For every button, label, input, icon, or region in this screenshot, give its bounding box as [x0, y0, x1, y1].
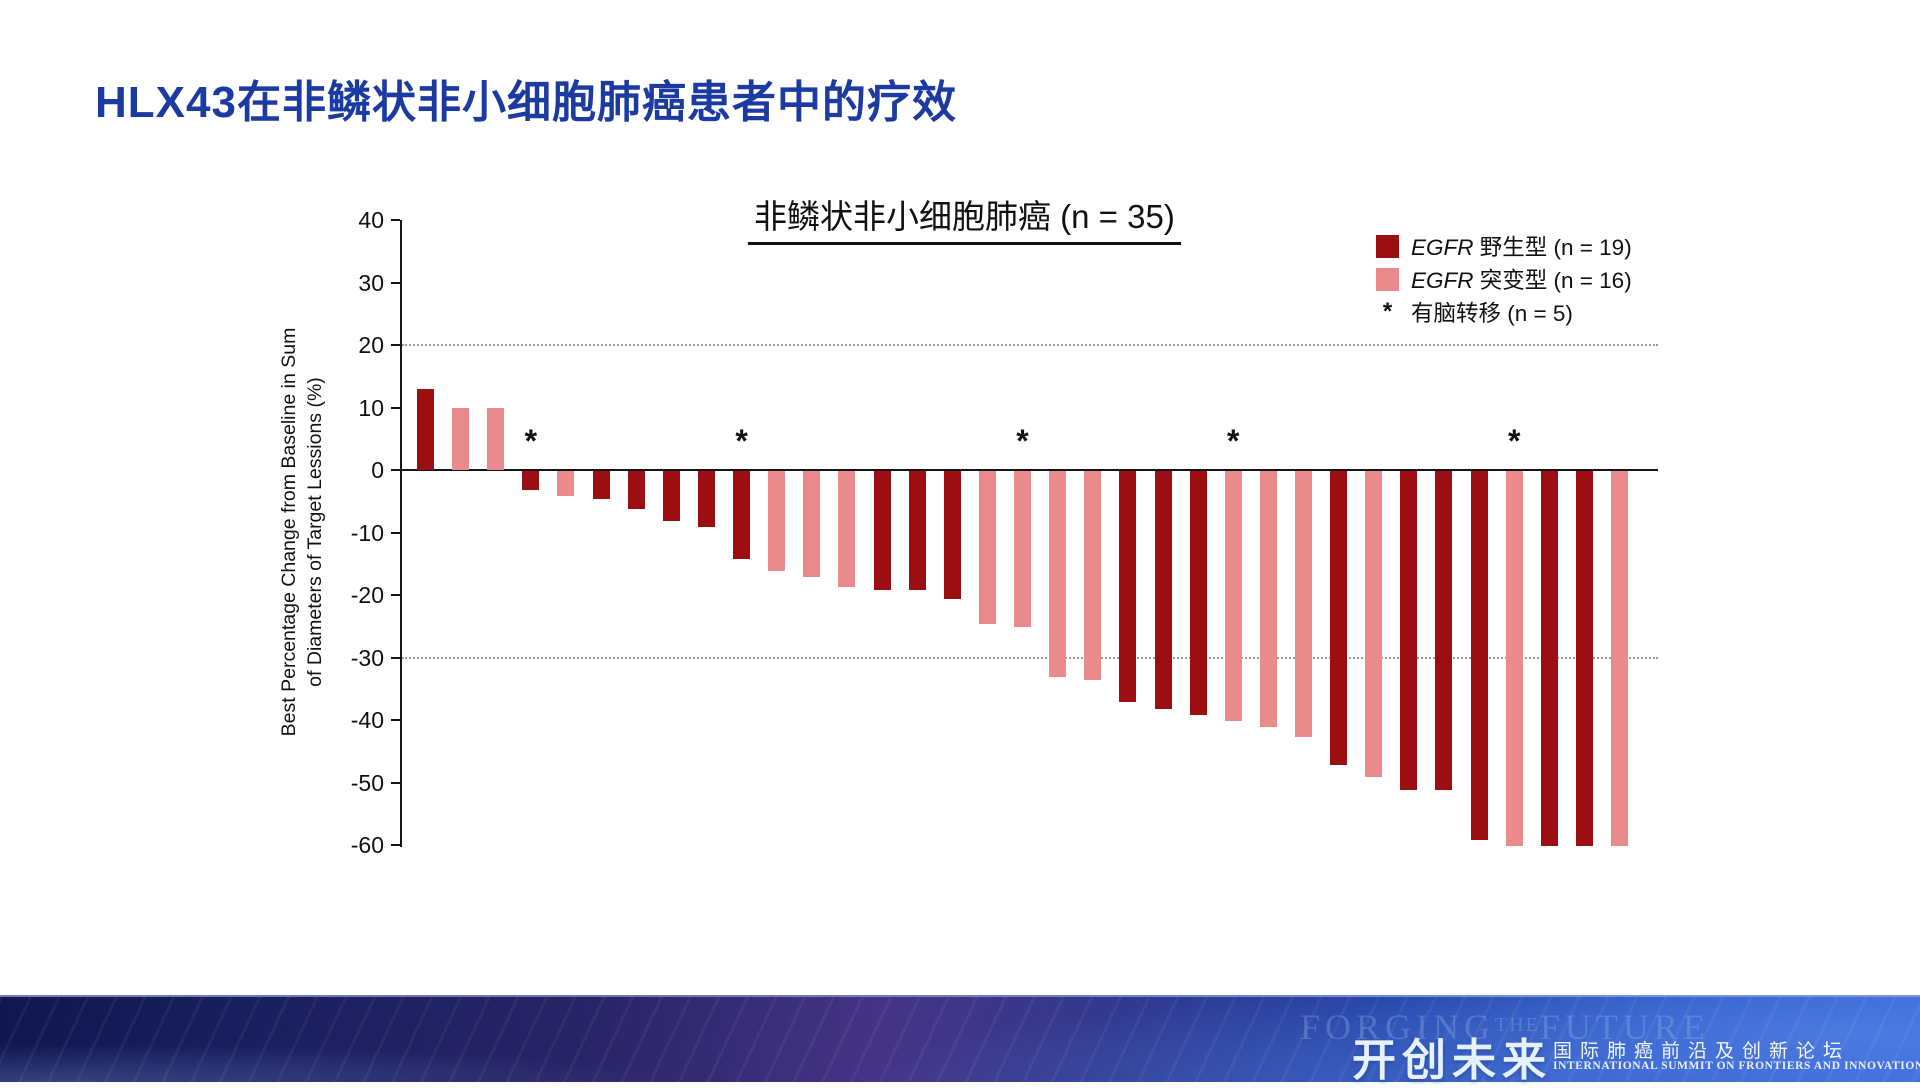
bar-egfr-mutant: [768, 471, 786, 571]
legend-label-rest: 野生型 (n = 19): [1473, 235, 1632, 260]
y-tick-mark: [391, 406, 400, 409]
y-tick-label--60: -60: [350, 832, 384, 858]
brain-met-asterisk: *: [1227, 423, 1240, 459]
chart-title: 非鳞状非小细胞肺癌 (n = 35): [748, 190, 1181, 245]
y-tick-mark: [391, 344, 400, 346]
bar-egfr-wildtype: [697, 471, 715, 528]
bar-egfr-wildtype: [522, 471, 540, 490]
bar-egfr-wildtype: [1470, 471, 1488, 840]
bar-egfr-wildtype: [733, 471, 751, 559]
bar-egfr-wildtype: [627, 471, 645, 509]
slide-title: HLX43在非鳞状非小细胞肺癌患者中的疗效: [95, 78, 957, 127]
footer-watermark: FORGINGTHEFUTURE: [1300, 1007, 1710, 1047]
y-axis-label-line2: of Diameters of Target Lessions (%): [304, 377, 326, 687]
bar-egfr-mutant: [1365, 471, 1383, 778]
bar-egfr-mutant: [557, 471, 575, 496]
bar-egfr-mutant: [452, 407, 470, 470]
forum-subtitle-chinese: 国际肺癌前沿及创新论坛: [1553, 1041, 1851, 1062]
legend-swatch-wildtype: [1376, 234, 1399, 258]
bar-egfr-mutant: [978, 471, 996, 625]
y-axis-label: Best Percentage Change from Baseline in …: [276, 172, 328, 892]
y-tick-label-10: 10: [358, 394, 384, 421]
brain-met-asterisk: *: [1507, 423, 1521, 459]
zero-baseline: [402, 469, 1658, 471]
legend-label-wildtype: EGFR 野生型 (n = 19): [1411, 230, 1632, 262]
brain-met-asterisk: *: [524, 423, 538, 459]
footer-texture: [0, 997, 1920, 1082]
y-tick-mark: [391, 719, 400, 721]
y-tick-label--20: -20: [350, 582, 384, 608]
legend-label-mutant: EGFR 突变型 (n = 16): [1411, 263, 1632, 295]
bar-egfr-wildtype: [943, 471, 961, 600]
y-tick-mark: [391, 531, 400, 534]
bar-egfr-wildtype: [1540, 471, 1558, 846]
bar-egfr-mutant: [1224, 471, 1242, 721]
y-tick-mark: [391, 656, 400, 659]
y-tick-mark: [391, 781, 400, 784]
legend-label-rest: 突变型 (n = 16): [1473, 268, 1632, 293]
bar-egfr-wildtype: [1154, 471, 1172, 709]
bar-egfr-mutant: [838, 471, 856, 587]
bar-egfr-wildtype: [1330, 471, 1348, 765]
bar-egfr-wildtype: [592, 471, 610, 500]
bar-egfr-wildtype: [1400, 471, 1418, 790]
y-tick-mark: [391, 844, 400, 846]
legend-gene-italic: EGFR: [1411, 235, 1474, 260]
legend-item-egfr-wildtype: EGFR 野生型 (n = 19): [1376, 234, 1632, 260]
y-tick-label--10: -10: [350, 519, 384, 546]
legend-item-egfr-mutant: EGFR 突变型 (n = 16): [1376, 267, 1632, 293]
asterisk-icon: *: [1382, 298, 1393, 325]
bar-egfr-wildtype: [417, 388, 434, 470]
y-tick-mark: [391, 594, 400, 596]
bar-egfr-wildtype: [1435, 471, 1453, 790]
y-tick-label-30: 30: [358, 269, 384, 296]
bar-egfr-mutant: [1295, 471, 1312, 737]
y-tick-mark: [391, 469, 400, 471]
legend-swatch-mutant: [1376, 267, 1399, 291]
y-tick-label-0: 0: [371, 457, 384, 483]
waterfall-plot-area: 40 30 20 10 0 -10 -20 -30 -40 -50 -60 * * * * *: [351, 207, 1658, 858]
bar-egfr-mutant: [1259, 471, 1277, 728]
bar-egfr-wildtype: [873, 471, 891, 590]
legend-label-brain-met: 有脑转移 (n = 5): [1411, 301, 1573, 326]
brain-met-asterisk: *: [1016, 423, 1029, 459]
bar-egfr-wildtype: [1189, 471, 1207, 715]
bar-egfr-mutant: [803, 471, 821, 578]
legend-item-brain-metastasis: * 有脑转移 (n = 5): [1376, 298, 1632, 327]
y-tick-label--30: -30: [350, 644, 384, 671]
forum-subtitle-english: INTERNATIONAL SUMMIT ON FRONTIERS AND IN…: [1553, 1060, 1920, 1072]
y-tick-mark: [391, 219, 400, 221]
brain-met-asterisk: *: [735, 423, 748, 459]
bar-egfr-mutant: [1049, 471, 1067, 678]
bar-egfr-mutant: [1014, 471, 1032, 628]
bar-egfr-wildtype: [1575, 471, 1593, 846]
bar-egfr-mutant: [1505, 471, 1523, 846]
bar-egfr-mutant: [1084, 471, 1102, 681]
bar-egfr-mutant: [487, 407, 505, 470]
y-tick-label-40: 40: [358, 207, 384, 233]
chart-legend: EGFR 野生型 (n = 19) EGFR 突变型 (n = 16) * 有脑…: [1376, 234, 1632, 333]
bar-egfr-wildtype: [908, 471, 926, 590]
forum-logo-text: 开创未来: [1352, 1036, 1552, 1085]
bar-egfr-wildtype: [1119, 471, 1137, 703]
gridline--30: [402, 656, 1658, 659]
bar-egfr-wildtype: [662, 471, 680, 521]
y-axis-line: [400, 220, 402, 847]
y-tick-label-20: 20: [358, 332, 384, 358]
y-tick-label--40: -40: [350, 707, 384, 733]
legend-gene-italic: EGFR: [1411, 268, 1474, 293]
y-tick-label--50: -50: [350, 769, 384, 796]
footer-banner: [0, 995, 1920, 1082]
bar-egfr-mutant: [1611, 471, 1629, 846]
y-tick-mark: [391, 281, 400, 284]
gridline-20: [402, 344, 1658, 346]
y-axis-label-line1: Best Percentage Change from Baseline in …: [278, 327, 300, 737]
